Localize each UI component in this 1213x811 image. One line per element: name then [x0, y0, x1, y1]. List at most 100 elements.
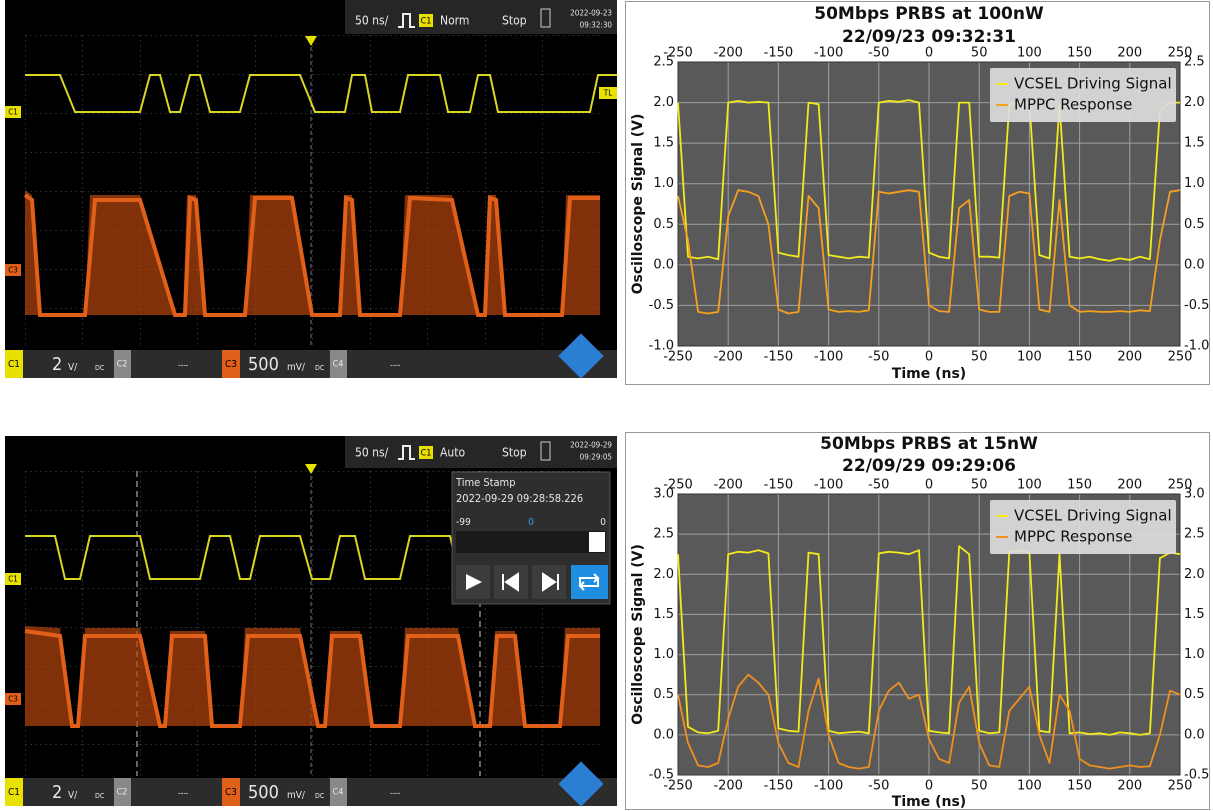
channel-scale: ---- — [178, 361, 189, 370]
y2-tick-label: 1.0 — [1184, 176, 1205, 191]
x2-tick-label: 100 — [1017, 478, 1042, 493]
slider[interactable] — [456, 531, 606, 553]
run-state: Stop — [502, 14, 527, 28]
legend-label: VCSEL Driving Signal — [1014, 507, 1172, 525]
y2-tick-label: 0.5 — [1184, 217, 1205, 232]
x-tick-label: -50 — [868, 350, 889, 365]
y2-tick-label: -0.5 — [1184, 298, 1209, 313]
x2-tick-label: -200 — [713, 46, 743, 61]
y2-tick-label: 0.5 — [1184, 687, 1205, 702]
channel-name: C3 — [225, 359, 237, 370]
x2-tick-label: 50 — [971, 478, 988, 493]
y2-tick-label: 0.0 — [1184, 727, 1205, 742]
channel-coupling: DC — [315, 792, 325, 800]
channel-scale: ---- — [390, 361, 401, 370]
channel-coupling: DC — [95, 364, 105, 372]
x-tick-label: -50 — [868, 779, 889, 794]
trace-tag-label: C3 — [8, 695, 18, 704]
trace-tag-label: C3 — [8, 266, 18, 275]
x2-tick-label: 150 — [1067, 46, 1092, 61]
y-tick-label: -0.5 — [649, 298, 674, 313]
x-tick-label: 200 — [1117, 350, 1142, 365]
x2-tick-label: -250 — [663, 478, 693, 493]
date: 2022-09-29 — [570, 441, 612, 450]
channel-scale: ---- — [390, 789, 401, 798]
x2-tick-label: 250 — [1168, 478, 1193, 493]
y2-tick-label: 2.5 — [1184, 527, 1205, 542]
channel-coupling: DC — [95, 792, 105, 800]
channel-unit: mV/ — [287, 790, 306, 801]
trigger-mode: Auto — [440, 446, 465, 460]
channel-name: C4 — [333, 360, 344, 370]
y2-tick-label: 2.0 — [1184, 567, 1205, 582]
x-tick-label: 200 — [1117, 779, 1142, 794]
y-tick-label: 2.5 — [653, 527, 674, 542]
y2-tick-label: 2.0 — [1184, 95, 1205, 110]
x-tick-label: 50 — [971, 779, 988, 794]
trigger-source: C1 — [421, 17, 432, 27]
channel-unit: V/ — [68, 790, 78, 801]
x-axis-label: Time (ns) — [892, 366, 966, 382]
timebase: 50 ns/ — [355, 446, 389, 460]
x2-tick-label: 50 — [971, 46, 988, 61]
channel-coupling: DC — [315, 364, 325, 372]
x2-tick-label: -250 — [663, 46, 693, 61]
run-state: Stop — [502, 446, 527, 460]
y-tick-label: 0.5 — [653, 217, 674, 232]
x-tick-label: -100 — [814, 350, 844, 365]
x-tick-label: 100 — [1017, 350, 1042, 365]
scope-top: 50 ns/ C1 Norm Stop 2022-09-23 09:32:30 … — [5, 0, 617, 379]
channel-name: C1 — [8, 359, 20, 370]
time: 09:29:05 — [580, 453, 612, 462]
x2-tick-label: 200 — [1117, 478, 1142, 493]
channel-unit: V/ — [68, 362, 78, 373]
channel-scale: 2 — [52, 782, 62, 803]
time: 09:32:30 — [580, 21, 613, 30]
x2-tick-label: -100 — [814, 478, 844, 493]
date: 2022-09-23 — [570, 9, 612, 18]
trigger-source: C1 — [421, 449, 432, 459]
y2-tick-label: 1.0 — [1184, 647, 1205, 662]
y-tick-label: 1.5 — [653, 136, 674, 151]
channel-scale: 2 — [52, 354, 62, 375]
channel-name: C3 — [225, 787, 237, 798]
y-axis-label: Oscilloscope Signal (V) — [630, 544, 646, 725]
y-tick-label: 1.0 — [653, 176, 674, 191]
y-tick-label: 0.0 — [653, 727, 674, 742]
x2-tick-label: 100 — [1017, 46, 1042, 61]
x-tick-label: -200 — [713, 779, 743, 794]
loop-button[interactable] — [571, 565, 608, 599]
x-tick-label: 0 — [925, 350, 933, 365]
x2-tick-label: -50 — [868, 478, 889, 493]
x2-tick-label: 200 — [1117, 46, 1142, 61]
x-tick-label: -150 — [764, 779, 794, 794]
trace-tag-label: TL — [603, 89, 612, 98]
x-tick-label: -250 — [663, 779, 693, 794]
y-tick-label: 1.0 — [653, 647, 674, 662]
x-axis-label: Time (ns) — [892, 794, 966, 810]
slider-handle[interactable] — [589, 532, 605, 552]
channel-name: C1 — [8, 787, 20, 798]
trigger-mode: Norm — [440, 14, 469, 28]
y2-tick-label: 0.0 — [1184, 257, 1205, 272]
y-tick-label: 0.5 — [653, 687, 674, 702]
legend-label: VCSEL Driving Signal — [1014, 75, 1172, 93]
x-tick-label: 150 — [1067, 779, 1092, 794]
x2-tick-label: 150 — [1067, 478, 1092, 493]
legend-label: MPPC Response — [1014, 528, 1132, 546]
current-index: 0 — [528, 517, 534, 528]
x2-tick-label: -100 — [814, 46, 844, 61]
chart-title: 50Mbps PRBS at 15nW — [820, 434, 1038, 454]
channel-unit: mV/ — [287, 362, 306, 373]
x-tick-label: 250 — [1168, 779, 1193, 794]
x-tick-label: 100 — [1017, 779, 1042, 794]
x2-tick-label: -150 — [764, 478, 794, 493]
channel-scale: 500 — [248, 782, 279, 803]
x2-tick-label: 0 — [925, 478, 933, 493]
timebase: 50 ns/ — [355, 14, 389, 28]
x-tick-label: 250 — [1168, 350, 1193, 365]
x-tick-label: -250 — [663, 350, 693, 365]
y-tick-label: 1.5 — [653, 607, 674, 622]
channel-name: C2 — [117, 788, 128, 798]
y-tick-label: 2.0 — [653, 567, 674, 582]
